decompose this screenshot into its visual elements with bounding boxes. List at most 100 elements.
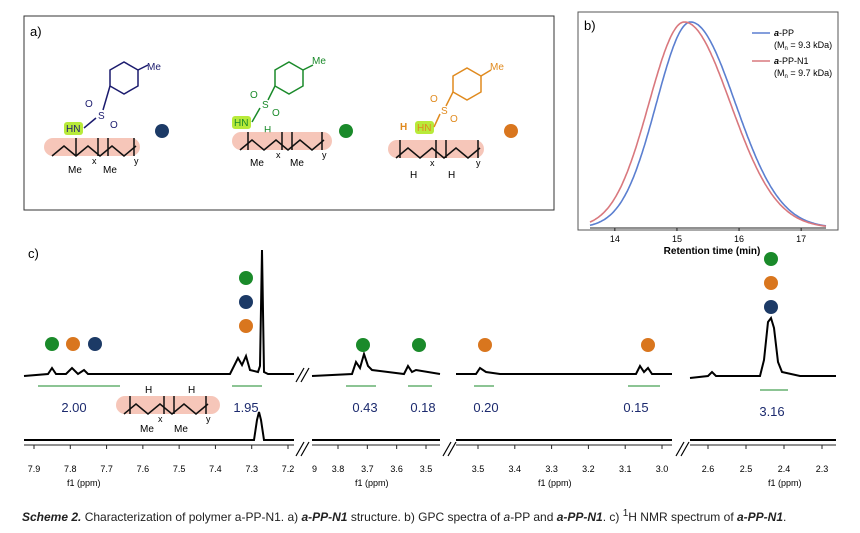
x-ticks: 3.5 3.4 3.3 3.2 3.1 3.0: [472, 445, 669, 474]
methyl-bond: [137, 64, 149, 71]
marker-orange: [504, 124, 518, 138]
me-label: Me: [103, 165, 117, 176]
subscript-y: y: [476, 158, 481, 168]
caption-italic: a: [503, 510, 511, 524]
caption-text: H NMR spectrum of: [628, 510, 737, 524]
me-label: Me: [68, 165, 82, 176]
panel-a-label: a): [30, 24, 42, 39]
backbone: [123, 403, 209, 415]
nmr-segment-3: 0.20 0.15 3.5 3.4 3.3 3.2 3.1 3.0: [456, 338, 672, 474]
marker-navy: [88, 337, 102, 351]
sulfur-label: S: [262, 100, 269, 111]
caption-scheme: Scheme 2.: [22, 510, 82, 524]
n-s-bond: [83, 117, 97, 129]
marker-green: [764, 252, 778, 266]
subscript-y: y: [322, 150, 327, 160]
nh-label: HN: [417, 123, 431, 134]
x-tick-label: 7.3: [245, 464, 258, 474]
nh-label: HN: [66, 124, 80, 135]
series-line-a-pp-n1: [589, 21, 827, 227]
caption-text: . c): [602, 510, 623, 524]
x-tick-label: 2.6: [702, 464, 715, 474]
methyl-bond: [302, 64, 314, 71]
x-tick-label: 2.3: [816, 464, 829, 474]
x-axis-label: Retention time (min): [664, 246, 761, 257]
caption-bold: a-PP-N1: [556, 510, 603, 524]
x-ticks: 7.9 7.8 7.7 7.6 7.5 7.4 7.3 7.2: [28, 445, 294, 474]
oxygen-label: O: [272, 108, 280, 119]
x-tick-label: 3.7: [361, 464, 374, 474]
marker-orange: [239, 319, 253, 333]
legend-label-a-pp: a-PP: [774, 28, 794, 38]
x-tick-label: 3.2: [582, 464, 595, 474]
x-tick-label: 16: [734, 234, 744, 244]
panel-c-label: c): [28, 246, 39, 261]
x-tick-label: 2.5: [740, 464, 753, 474]
n-s-bond: [433, 113, 441, 128]
h-label: H: [400, 122, 407, 133]
spectrum-line: [456, 364, 672, 375]
axis-breaks: [295, 367, 690, 457]
x-ticks: 14 15 16 17: [610, 228, 806, 244]
x-tick-label: 7.5: [173, 464, 186, 474]
integral-value: 1.95: [233, 400, 258, 415]
subscript-x: x: [158, 414, 163, 424]
axis-label: f1 (ppm): [768, 478, 802, 488]
panel-b: b) 14 15 16 17 Retention time (min) a-PP (M…: [577, 11, 839, 257]
structure-1: Me S O O HN x y Me Me: [44, 61, 169, 176]
nmr-segment-2: 0.43 0.18 9 3.8 3.7 3.6 3.5: [311, 338, 441, 474]
tolyl-ring: [274, 61, 304, 95]
x-tick-label: 7.8: [64, 464, 77, 474]
subscript-y: y: [206, 414, 211, 424]
h-label: H: [410, 170, 417, 181]
legend-mn-a-pp-n1: (Mn = 9.7 kDa): [774, 68, 832, 80]
x-tick-label: 7.7: [100, 464, 113, 474]
spectrum-line: [311, 350, 441, 377]
oxygen-label: O: [85, 99, 93, 110]
x-tick-label: 3.0: [656, 464, 669, 474]
figure-caption: Scheme 2. Characterization of polymer a-…: [22, 508, 852, 524]
x-tick-label: 3.6: [390, 464, 403, 474]
backbone-highlight: [44, 138, 140, 156]
axis-label: f1 (ppm): [355, 478, 389, 488]
legend-mn-a-pp: (Mn = 9.3 kDa): [774, 40, 832, 52]
tick-label: 9: [312, 464, 317, 474]
integral-value: 0.20: [473, 400, 498, 415]
marker-green: [45, 337, 59, 351]
marker-navy: [764, 300, 778, 314]
oxygen-label: O: [450, 114, 458, 125]
x-tick-label: 3.3: [545, 464, 558, 474]
me-label: Me: [174, 424, 188, 435]
me-label: Me: [250, 158, 264, 169]
integral-value: 0.15: [623, 400, 648, 415]
oxygen-label: O: [430, 94, 438, 105]
caption-bold: a-PP-N1: [736, 510, 783, 524]
series-line-a-pp: [589, 21, 827, 227]
x-tick-label: 3.5: [472, 464, 485, 474]
x-ticks: 2.6 2.5 2.4 2.3: [702, 445, 829, 474]
inset-structure: H x y Me Me H: [116, 385, 220, 435]
marker-orange: [478, 338, 492, 352]
x-tick-label: 14: [610, 234, 620, 244]
marker-orange: [641, 338, 655, 352]
h-label: H: [264, 125, 271, 136]
marker-green: [412, 338, 426, 352]
x-tick-label: 3.4: [509, 464, 522, 474]
axis-label: f1 (ppm): [67, 478, 101, 488]
x-tick-label: 15: [672, 234, 682, 244]
subscript-x: x: [276, 150, 281, 160]
caption-bold: a-PP-N1: [301, 510, 348, 524]
marker-green: [356, 338, 370, 352]
caption-sup: 1: [622, 508, 629, 519]
me-label: Me: [140, 424, 154, 435]
subscript-y: y: [134, 156, 139, 166]
marker-navy: [239, 295, 253, 309]
nh-highlight: [415, 121, 434, 134]
x-tick-label: 3.8: [332, 464, 345, 474]
panel-c: c) 2.00 1.95 H x: [23, 246, 836, 488]
sulfur-label: S: [441, 106, 448, 117]
me-label: Me: [290, 158, 304, 169]
marker-green: [339, 124, 353, 138]
caption-text: .: [783, 510, 787, 524]
legend: a-PP (Mn = 9.3 kDa) a-PP-N1 (Mn = 9.7 kD…: [752, 28, 832, 80]
